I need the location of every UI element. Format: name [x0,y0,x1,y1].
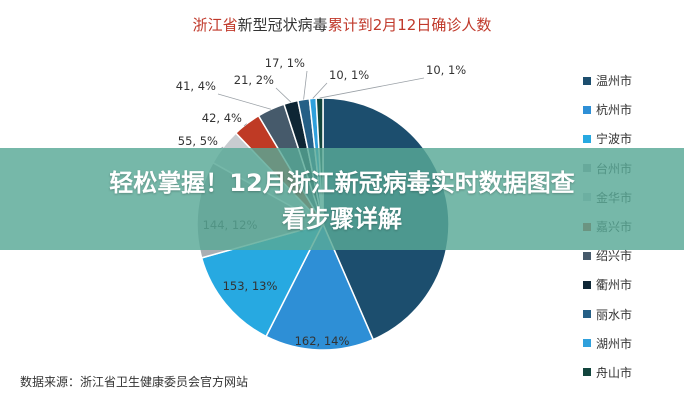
slice-label-jinhua: 55, 5% [178,134,218,148]
legend-item-ningbo: 宁波市 [583,124,683,153]
legend-label: 绍兴市 [596,249,633,264]
legend-label: 宁波市 [596,132,633,147]
legend-item-zhoushan: 舟山市 [583,358,683,387]
pie-slice-ningbo [200,222,325,338]
slice-label-ningbo: 153, 13% [223,279,278,293]
title-part-2: 新型冠状病毒 [237,16,328,34]
legend-label: 丽水市 [596,307,633,322]
legend-item-shaoxing: 绍兴市 [583,241,683,270]
banner-line-2: 看步骤详解 [282,205,402,233]
legend-label: 舟山市 [596,365,633,380]
legend-label: 温州市 [596,74,633,89]
legend-swatch [583,76,591,85]
legend-swatch [583,105,591,114]
slice-label-shaoxing: 41, 4% [176,79,216,93]
title-part-1: 浙江省 [192,16,238,34]
legend-item-quzhou: 衢州市 [583,270,683,299]
legend-item-huzhou: 湖州市 [583,329,683,358]
legend-item-hangzhou: 杭州市 [583,95,683,124]
slice-label-lishui: 17, 1% [265,56,305,70]
banner-text: 轻松掌握！12月浙江新冠病毒实时数据图查 看步骤详解 [0,165,684,237]
title-part-3: 累计到2月12日确诊人数 [327,16,492,34]
legend-label: 杭州市 [596,103,633,118]
legend-item-lishui: 丽水市 [583,300,683,329]
leader-line-zhoushan [319,77,425,99]
legend-swatch [583,339,591,348]
leader-line-quzhou [275,87,292,103]
banner-line-1: 轻松掌握！12月浙江新冠病毒实时数据图查 [109,169,575,197]
legend-label: 衢州市 [596,278,633,293]
leader-line-lishui [303,70,308,100]
data-source: 数据来源：浙江省卫生健康委员会官方网站 [20,375,249,389]
legend-swatch [583,310,591,319]
chart-title: 浙江省新型冠状病毒累计到2月12日确诊人数 [0,14,684,35]
leader-line-jiaxing [243,123,247,127]
legend-label: 湖州市 [596,336,633,351]
slice-label-quzhou: 21, 2% [234,73,274,87]
slice-label-hangzhou: 162, 14% [295,334,350,348]
legend-swatch [583,134,591,143]
leader-line-shaoxing [217,93,272,110]
leader-line-huzhou [312,82,328,99]
overlay-banner [0,148,684,250]
legend-item-wenzhou: 温州市 [583,66,683,95]
slice-label-jiaxing: 42, 4% [202,111,242,125]
legend-swatch [583,251,591,260]
slice-label-zhoushan: 10, 1% [426,63,466,77]
slice-label-huzhou: 10, 1% [329,68,369,82]
legend-swatch [583,368,591,377]
pie-slice-hangzhou [265,222,375,351]
legend-swatch [583,280,591,289]
